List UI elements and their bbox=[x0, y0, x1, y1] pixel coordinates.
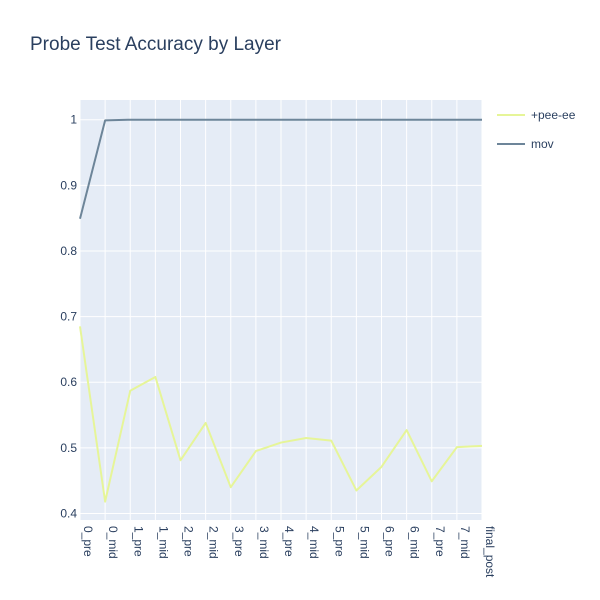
y-tick-label: 0.4 bbox=[60, 506, 77, 520]
x-tick-label: 1_pre bbox=[131, 526, 145, 557]
series-line-pee-ee bbox=[79, 326, 483, 503]
x-axis-ticks: 0_pre 0_mid 1_pre 1_mid 2_pre 2_mid 3_pre 3_mid… bbox=[81, 526, 497, 578]
x-tick-label: 4_pre bbox=[282, 526, 296, 557]
y-axis-ticks: 0.4 0.5 0.6 0.7 0.8 0.9 1 bbox=[60, 113, 77, 521]
x-tick-label: 5_mid bbox=[357, 526, 371, 559]
chart-title: Probe Test Accuracy by Layer bbox=[30, 34, 282, 55]
y-tick-label: 0.5 bbox=[60, 441, 77, 455]
x-tick-label: final_post bbox=[483, 526, 497, 578]
y-tick-label: 0.6 bbox=[60, 375, 77, 389]
x-tick-label: 6_mid bbox=[408, 526, 422, 559]
legend: +pee-ee mov bbox=[497, 108, 576, 151]
legend-label: mov bbox=[531, 137, 554, 151]
y-tick-label: 0.7 bbox=[60, 310, 77, 324]
x-tick-label: 7_pre bbox=[433, 526, 447, 557]
y-tick-label: 1 bbox=[70, 113, 77, 127]
y-tick-label: 0.8 bbox=[60, 244, 77, 258]
x-tick-label: 0_mid bbox=[106, 526, 120, 559]
x-tick-label: 1_mid bbox=[156, 526, 170, 559]
gridlines bbox=[79, 100, 483, 520]
x-tick-label: 2_mid bbox=[207, 526, 221, 559]
x-tick-label: 4_mid bbox=[307, 526, 321, 559]
series-lines bbox=[79, 118, 483, 503]
legend-label: +pee-ee bbox=[531, 108, 576, 122]
x-tick-label: 6_pre bbox=[383, 526, 397, 557]
x-tick-label: 5_pre bbox=[332, 526, 346, 557]
x-tick-label: 3_mid bbox=[257, 526, 271, 559]
x-tick-label: 7_mid bbox=[458, 526, 472, 559]
x-tick-label: 3_pre bbox=[232, 526, 246, 557]
series-line-mov bbox=[79, 118, 482, 220]
x-tick-label: 2_pre bbox=[182, 526, 196, 557]
y-tick-label: 0.9 bbox=[60, 178, 77, 192]
x-tick-label: 0_pre bbox=[81, 526, 95, 557]
